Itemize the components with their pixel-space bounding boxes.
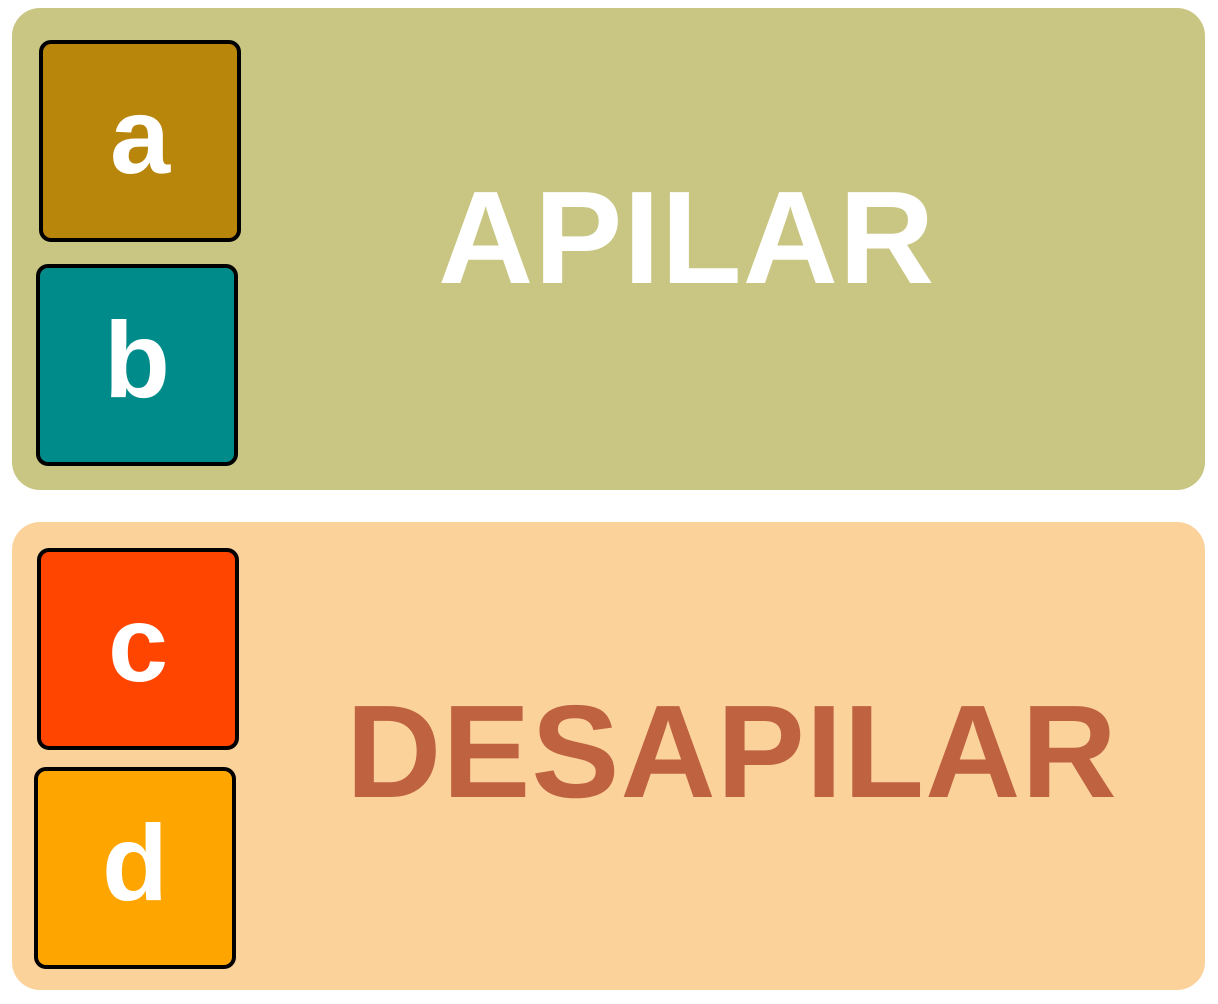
stack-block-a: a bbox=[39, 40, 241, 242]
block-letter: c bbox=[107, 583, 169, 704]
stack-block-d: d bbox=[34, 767, 236, 969]
block-letter: b bbox=[104, 299, 170, 420]
push-label: APILAR bbox=[438, 164, 936, 311]
pop-panel: c d DESAPILAR bbox=[12, 522, 1205, 990]
stack-block-c: c bbox=[37, 548, 239, 750]
block-letter: a bbox=[109, 75, 171, 196]
push-panel: a b APILAR bbox=[12, 8, 1205, 490]
block-letter: d bbox=[102, 802, 168, 923]
stack-block-b: b bbox=[36, 264, 238, 466]
pop-label: DESAPILAR bbox=[346, 678, 1118, 825]
